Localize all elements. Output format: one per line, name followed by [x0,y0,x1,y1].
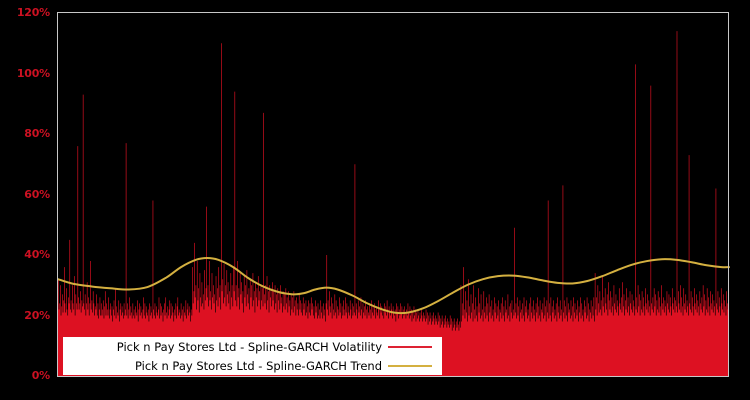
y-axis-tick-0: 0% [31,369,50,382]
volatility-series [58,31,729,377]
chart-legend: Pick n Pay Stores Ltd - Spline-GARCH Vol… [63,337,442,375]
plot-area [57,31,730,377]
legend-entry-trend[interactable]: Pick n Pay Stores Ltd - Spline-GARCH Tre… [63,356,442,375]
legend-label-volatility: Pick n Pay Stores Ltd - Spline-GARCH Vol… [116,339,382,354]
y-axis-tick-60: 60% [24,187,50,201]
legend-swatch-trend [388,364,432,367]
plot-border [57,12,729,377]
legend-entry-volatility[interactable]: Pick n Pay Stores Ltd - Spline-GARCH Vol… [63,337,442,356]
trend-series [57,257,730,315]
legend-label-trend: Pick n Pay Stores Ltd - Spline-GARCH Tre… [134,358,382,373]
y-axis-tick-40: 40% [24,248,50,261]
y-axis-tick-20: 20% [24,308,50,322]
y-axis-tick-100: 100% [16,66,50,80]
y-axis-tick-80: 80% [24,127,50,140]
legend-swatch-volatility [388,345,432,348]
y-axis-tick-120: 120% [16,6,50,19]
